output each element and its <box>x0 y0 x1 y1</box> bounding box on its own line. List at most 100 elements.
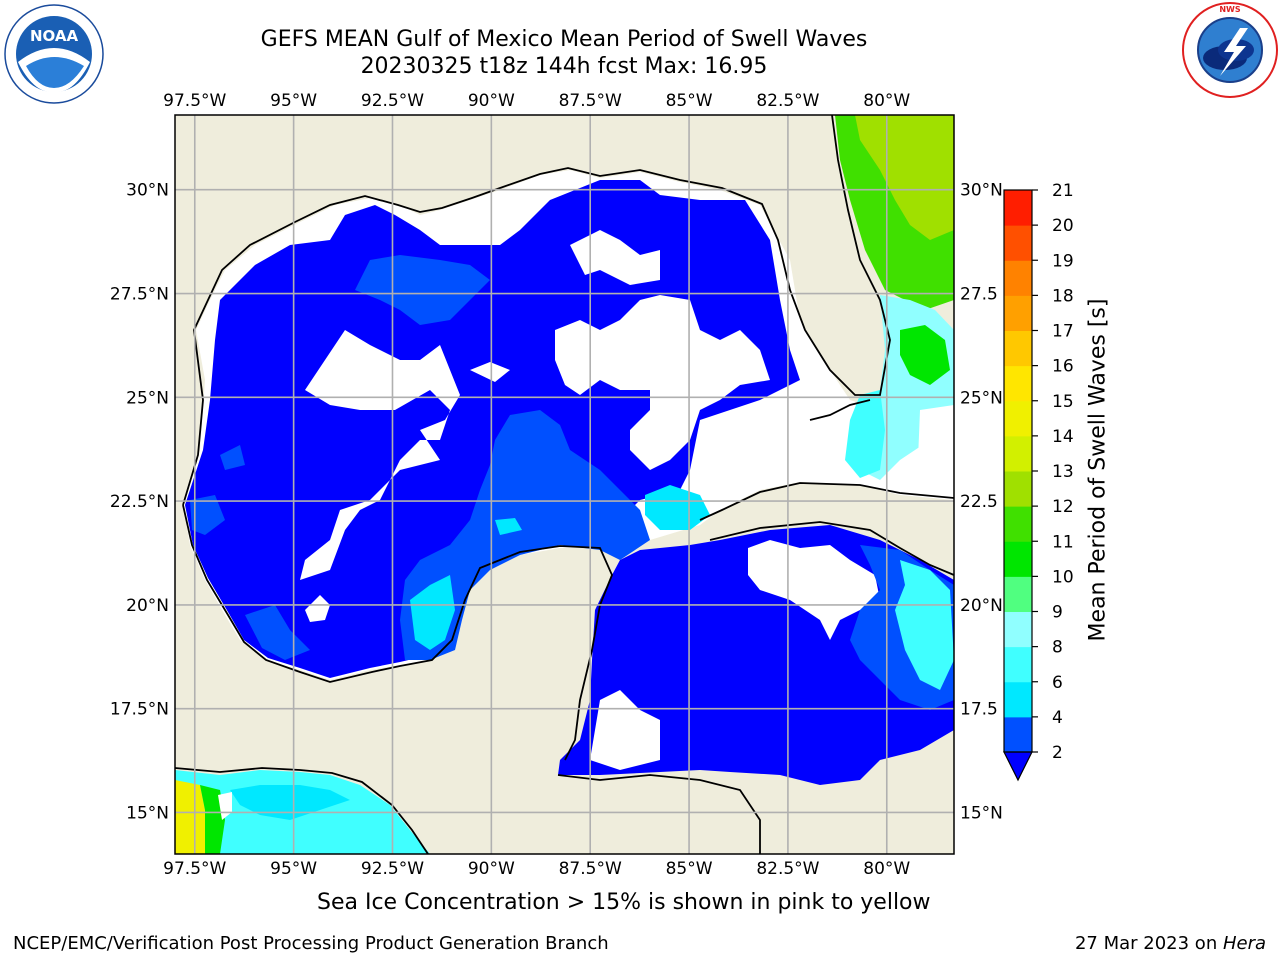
colorbar: 2 4 6 8 9 10 11 12 13 14 15 16 17 18 19 20 21 <box>1003 181 1074 782</box>
pacific-band-green <box>200 785 225 854</box>
colorbar-tick-label: 8 <box>1052 638 1063 658</box>
gulf-band-4to6-a <box>645 485 710 530</box>
colorbar-tick-label: 13 <box>1052 462 1074 482</box>
noaa-logo: NOAA <box>4 4 104 104</box>
plot-title: GEFS MEAN Gulf of Mexico Mean Period of … <box>260 27 868 52</box>
lon-tick-label: 92.5°W <box>361 91 424 111</box>
gulf-white-patch-1 <box>300 330 460 580</box>
map-frame <box>174 114 955 855</box>
lon-tick-label: 97.5°W <box>163 859 226 879</box>
colorbar-tick-label: 21 <box>1052 181 1074 201</box>
colorbar-segment <box>1004 435 1032 472</box>
lon-tick-label: 95°W <box>270 91 317 111</box>
coastline-central-america <box>557 774 761 854</box>
lat-tick-label: 17.5 <box>960 700 998 720</box>
colorbar-label: Mean Period of Swell Waves [s] <box>1085 298 1111 642</box>
lon-tick-label: 92.5°W <box>361 859 424 879</box>
nws-logo: NWS <box>1182 2 1278 98</box>
colorbar-tick-label: 15 <box>1052 392 1074 412</box>
lon-tick-label: 80°W <box>863 859 910 879</box>
lon-tick-label: 85°W <box>666 91 713 111</box>
lon-tick-label: 82.5°W <box>756 859 819 879</box>
swell-period-field <box>175 115 954 854</box>
gulf-band-2to4-c <box>220 445 245 470</box>
colorbar-tick-label: 16 <box>1052 357 1074 377</box>
lat-tick-label: 27.5°N <box>110 285 169 305</box>
lat-tick-label: 20°N <box>126 596 169 616</box>
lon-tick-label: 85°W <box>666 859 713 879</box>
lat-tick-label: 22.5 <box>960 492 998 512</box>
colorbar-tick-label: 10 <box>1052 567 1074 587</box>
coastlines <box>175 115 954 854</box>
colorbar-segment <box>1004 646 1032 683</box>
colorbar-segment <box>1004 716 1032 753</box>
lat-tick-labels-left: 30°N 27.5°N 25°N 22.5°N 20°N 17.5°N 15°N <box>110 181 169 824</box>
atlantic-band-cyan-2 <box>845 390 885 478</box>
coastline-pacific <box>175 767 429 854</box>
coastline-cuba-south <box>709 521 954 576</box>
footer-date-text: 27 Mar 2023 on <box>1074 933 1223 954</box>
pacific-band-yellow <box>175 780 205 854</box>
colorbar-tick-label: 11 <box>1052 532 1074 552</box>
colorbar-segment <box>1004 225 1032 261</box>
lat-tick-label: 20°N <box>960 596 1003 616</box>
lat-tick-label: 30°N <box>126 181 169 201</box>
lat-tick-label: 27.5 <box>960 285 998 305</box>
lat-tick-label: 17.5°N <box>110 700 169 720</box>
coastline-us-mexico <box>182 115 891 506</box>
noaa-logo-text: NOAA <box>30 27 79 45</box>
colorbar-segment <box>1004 260 1032 296</box>
footer-date: 27 Mar 2023 on Hera <box>1075 933 1266 954</box>
colorbar-segment <box>1004 295 1032 331</box>
gulf-band-2to4-d <box>190 495 225 535</box>
coastline-mexico-gulf <box>182 504 613 761</box>
colorbar-tick-label: 17 <box>1052 322 1074 342</box>
colorbar-segment <box>1004 506 1032 542</box>
footer-credit: NCEP/EMC/Verification Post Processing Pr… <box>13 933 609 954</box>
lon-tick-labels-bottom: 97.5°W 95°W 92.5°W 90°W 87.5°W 85°W 82.5°W 80°W <box>163 859 910 879</box>
lon-tick-label: 87.5°W <box>559 859 622 879</box>
colorbar-tick-label: 20 <box>1052 216 1074 236</box>
coastline-keys <box>809 399 871 421</box>
gulf-white-patch-5 <box>470 362 510 382</box>
gulf-band-4to6-c <box>495 518 522 535</box>
footer-host: Hera <box>1222 933 1266 954</box>
colorbar-segment <box>1004 365 1032 402</box>
colorbar-segment <box>1004 330 1032 367</box>
lat-tick-labels-right: 30°N 27.5 25°N 22.5 20°N 17.5 15°N <box>960 181 1003 824</box>
colorbar-tick-label: 6 <box>1052 673 1063 693</box>
colorbar-extend-arrow <box>1003 751 1033 782</box>
colorbar-tick-label: 4 <box>1052 708 1063 728</box>
colorbar-segment <box>1004 576 1032 612</box>
colorbar-tick-label: 19 <box>1052 251 1074 271</box>
gulf-band-2to4-b <box>400 410 650 660</box>
colorbar-segment <box>1004 471 1032 507</box>
colorbar-tick-label: 18 <box>1052 286 1074 306</box>
lon-tick-label: 95°W <box>270 859 317 879</box>
colorbar-segment <box>1004 541 1032 577</box>
colorbar-tick-label: 2 <box>1052 743 1063 763</box>
sea-ice-caption: Sea Ice Concentration > 15% is shown in … <box>317 890 931 915</box>
lat-tick-label: 15°N <box>126 803 169 823</box>
colorbar-segment <box>1004 400 1032 437</box>
colorbar-tick-label: 9 <box>1052 603 1063 623</box>
lat-tick-label: 15°N <box>960 803 1003 823</box>
gulf-white-patch-2 <box>555 295 770 470</box>
caribbean-band-4to6 <box>895 560 954 690</box>
coastline-cuba <box>699 482 954 521</box>
lat-tick-label: 22.5°N <box>110 492 169 512</box>
atlantic-white-patch <box>918 405 954 495</box>
gridlines <box>175 115 954 854</box>
gulf-band-4to6-b <box>410 575 455 650</box>
caribbean-white-patch <box>748 540 880 640</box>
lat-tick-label: 30°N <box>960 181 1003 201</box>
lon-tick-labels-top: 97.5°W 95°W 92.5°W 90°W 87.5°W 85°W 82.5°W 80°W <box>163 91 910 111</box>
colorbar-segment <box>1004 681 1032 718</box>
colorbar-segment <box>1004 611 1032 648</box>
lat-tick-label: 25°N <box>126 388 169 408</box>
lon-tick-label: 90°W <box>468 859 515 879</box>
gulf-white-patch-4 <box>305 595 330 622</box>
plot-subtitle: 20230325 t18z 144h fcst Max: 16.95 <box>360 54 768 79</box>
colorbar-tick-label: 12 <box>1052 497 1074 517</box>
